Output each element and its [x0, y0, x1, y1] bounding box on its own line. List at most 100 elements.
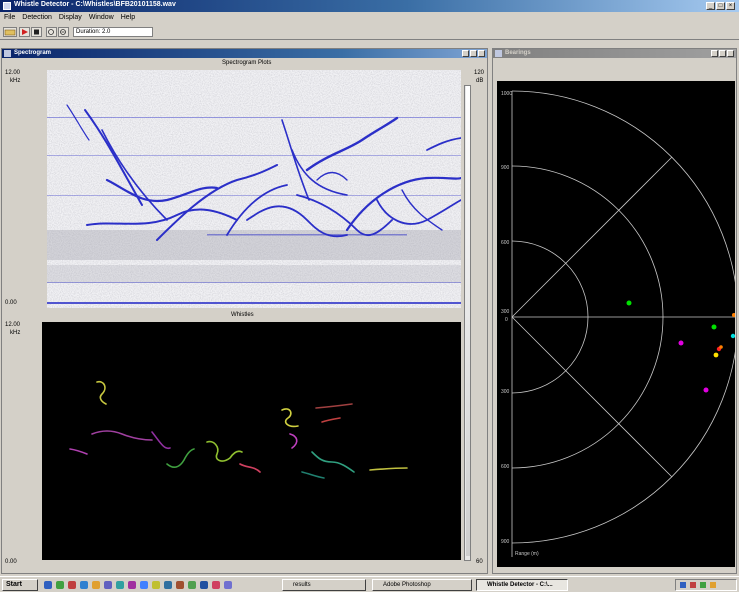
quick-launch-icon[interactable]	[44, 581, 52, 589]
quick-launch-icon[interactable]	[176, 581, 184, 589]
quick-launch-icon[interactable]	[188, 581, 196, 589]
quick-launch-icon[interactable]	[200, 581, 208, 589]
stop-button[interactable]	[31, 27, 42, 37]
spectrogram-window-title: Spectrogram	[14, 50, 52, 56]
detection-point	[626, 300, 632, 306]
spectrogram-plot[interactable]	[47, 70, 461, 308]
quick-launch-icon[interactable]	[212, 581, 220, 589]
duration-field[interactable]: Duration: 2.0	[73, 27, 153, 37]
tray-icon[interactable]	[710, 582, 716, 588]
open-file-button[interactable]	[3, 27, 17, 37]
close-button[interactable]: ×	[726, 2, 735, 10]
whistles-y-bottom: 0.00	[5, 559, 17, 565]
zoom-out-icon	[60, 29, 66, 35]
taskbar: Start results Adobe Photoshop Whistle De…	[0, 576, 739, 592]
spectrogram-minimize-button[interactable]	[462, 50, 469, 57]
window-icon	[4, 50, 11, 57]
app-title: Whistle Detector - C:\Whistles\BFB201011…	[14, 1, 176, 8]
window-icon	[495, 50, 502, 57]
quick-launch-icon[interactable]	[80, 581, 88, 589]
spectrogram-window-titlebar: Spectrogram	[2, 49, 487, 58]
polar-tick-300-top: 300	[501, 309, 510, 315]
polar-tick-900-top: 900	[501, 165, 510, 171]
zoom-in-button[interactable]	[46, 27, 57, 37]
menu-display[interactable]: Display	[58, 14, 82, 21]
scale-unit: dB	[476, 78, 484, 84]
spectrogram-y-unit: kHz	[10, 78, 21, 84]
spectrogram-plot-title: Spectrogram Plots	[222, 60, 272, 66]
whistles-y-unit: kHz	[10, 330, 21, 336]
bearings-window: Bearings 1000 900 600 300 0	[492, 48, 737, 574]
toolbar: Duration: 2.0	[0, 24, 739, 40]
window-controls: _ □ ×	[706, 2, 735, 10]
system-tray	[675, 579, 737, 591]
menu-window[interactable]: Window	[88, 14, 114, 21]
detection-point	[678, 340, 684, 346]
play-button[interactable]	[19, 27, 30, 37]
polar-range-plot: 1000 900 600 300 0 300 600 900 Range (m)	[501, 90, 735, 557]
bearing-plot[interactable]: 1000 900 600 300 0 300 600 900 Range (m)	[497, 81, 735, 567]
start-button[interactable]: Start	[2, 579, 38, 591]
play-icon	[22, 29, 28, 35]
detection-point	[703, 387, 709, 393]
detection-point	[730, 333, 735, 339]
polar-tick-900-bottom: 900	[501, 539, 510, 545]
bearings-window-controls	[711, 50, 734, 57]
scale-bottom-value: 60	[476, 559, 483, 565]
quick-launch-icon[interactable]	[104, 581, 112, 589]
app-titlebar: Whistle Detector - C:\Whistles\BFB201011…	[0, 0, 739, 12]
menu-detection[interactable]: Detection	[22, 14, 52, 21]
range-axis-label: Range (m)	[515, 551, 539, 557]
zoom-out-button[interactable]	[58, 27, 69, 37]
quick-launch-icon[interactable]	[152, 581, 160, 589]
minimize-button[interactable]: _	[706, 2, 715, 10]
whistle-contours	[69, 380, 408, 479]
quick-launch-icon[interactable]	[128, 581, 136, 589]
quick-launch-icon[interactable]	[92, 581, 100, 589]
quick-launch-icon[interactable]	[56, 581, 64, 589]
task-results[interactable]: results	[282, 579, 366, 591]
task-photoshop[interactable]: Adobe Photoshop	[372, 579, 472, 591]
polar-tick-600-top: 600	[501, 240, 510, 246]
quick-launch-icon[interactable]	[68, 581, 76, 589]
stop-icon	[34, 29, 39, 35]
bearings-window-titlebar: Bearings	[493, 49, 736, 58]
spectrogram-y-bottom: 0.00	[5, 300, 17, 306]
menu-file[interactable]: File	[4, 14, 16, 21]
polar-tick-300-bottom: 300	[501, 389, 510, 395]
scale-top-value: 120	[474, 70, 485, 76]
detection-point	[719, 345, 723, 349]
tray-icon[interactable]	[700, 582, 706, 588]
menu-help[interactable]: Help	[120, 14, 136, 21]
quick-launch-icon[interactable]	[164, 581, 172, 589]
bearings-close-button[interactable]	[727, 50, 734, 57]
whistles-plot[interactable]	[42, 322, 461, 560]
detection-point	[713, 352, 719, 358]
scale-slider[interactable]	[464, 85, 471, 561]
polar-tick-0: 0	[505, 317, 508, 323]
spectrogram-close-button[interactable]	[478, 50, 485, 57]
spectrogram-y-top: 12.00	[5, 70, 21, 76]
scale-slider-track	[466, 86, 470, 556]
bearings-maximize-button[interactable]	[719, 50, 726, 57]
app-icon	[3, 2, 11, 10]
spectrogram-maximize-button[interactable]	[470, 50, 477, 57]
maximize-button[interactable]: □	[716, 2, 725, 10]
quick-launch-icon[interactable]	[224, 581, 232, 589]
start-label: Start	[6, 581, 22, 588]
task-whistle-detector[interactable]: Whistle Detector - C:\...	[476, 579, 568, 591]
spectrogram-window-controls	[462, 50, 485, 57]
polar-tick-600-bottom: 600	[501, 464, 510, 470]
quick-launch-icon[interactable]	[116, 581, 124, 589]
tray-icon[interactable]	[690, 582, 696, 588]
polar-tick-1000: 1000	[501, 91, 512, 97]
spectrogram-image	[47, 70, 461, 308]
open-folder-icon	[4, 29, 16, 36]
bearings-minimize-button[interactable]	[711, 50, 718, 57]
detection-point	[711, 324, 717, 330]
tray-icon[interactable]	[680, 582, 686, 588]
quick-launch-icon[interactable]	[140, 581, 148, 589]
whistles-plot-title: Whistles	[231, 312, 254, 318]
bearings-window-title: Bearings	[505, 50, 531, 56]
spectrogram-window: Spectrogram Spectrogram Plots 12.00 kHz …	[1, 48, 488, 574]
